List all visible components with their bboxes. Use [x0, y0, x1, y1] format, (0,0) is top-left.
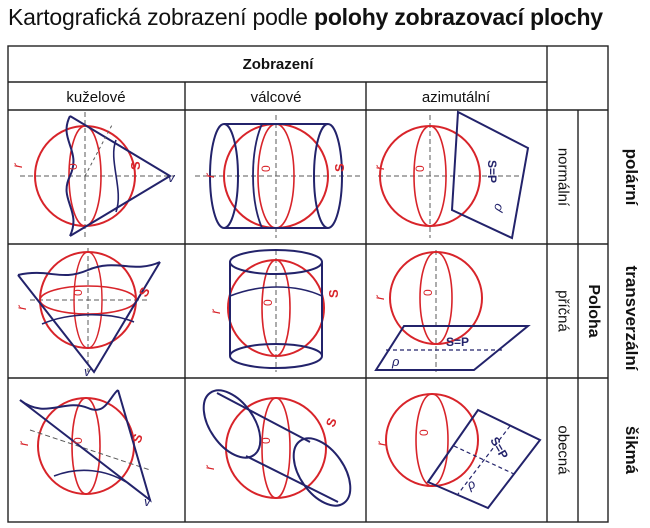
- label-rho: ρ: [391, 354, 400, 369]
- header-zobrazeni: Zobrazení: [243, 56, 315, 73]
- label-r: r: [371, 164, 387, 170]
- row-label-transverse: příčná: [554, 290, 572, 332]
- label-zero: 0: [413, 165, 427, 172]
- conic-oblique-diagram: r 0 S v: [15, 389, 152, 509]
- label-r: r: [9, 162, 25, 168]
- azimuthal-normal-diagram: r 0 S=P ρ: [371, 110, 530, 240]
- azimuthal-oblique-diagram: r 0 S=P ρ: [373, 393, 542, 510]
- label-zero: 0: [71, 289, 85, 296]
- label-zero: 0: [71, 437, 85, 444]
- label-s-eq-p: S=P: [485, 160, 499, 183]
- label-s: S: [332, 163, 347, 172]
- label-r: r: [201, 172, 217, 178]
- label-s: S: [129, 431, 146, 445]
- title-bold: polohy zobrazovací plochy: [313, 4, 603, 30]
- label-r: r: [15, 440, 31, 446]
- row-label-normal: normální: [554, 147, 572, 207]
- label-v: v: [84, 364, 92, 379]
- label-s-eq-p: S=P: [487, 435, 511, 462]
- label-s: S: [323, 415, 340, 429]
- conic-normal-diagram: r 0 S v: [9, 112, 176, 240]
- column-header-cylindrical: válcové: [251, 89, 302, 106]
- conic-transverse-diagram: r 0 S v: [13, 248, 161, 379]
- label-s-eq-p: S=P: [446, 335, 469, 349]
- label-zero: 0: [259, 437, 273, 444]
- outer-label-transverse: transverzální: [622, 265, 641, 371]
- label-v: v: [168, 170, 176, 185]
- label-v: v: [144, 494, 152, 509]
- label-r: r: [13, 304, 29, 310]
- label-r: r: [373, 440, 389, 446]
- label-rho: ρ: [488, 200, 505, 214]
- azimuthal-transverse-diagram: r 0 S=P ρ: [371, 250, 531, 372]
- label-zero: 0: [261, 299, 275, 306]
- page-title: Kartografická zobrazení podle polohy zob…: [8, 4, 603, 31]
- column-header-azimuthal: azimutální: [422, 89, 491, 106]
- label-zero: 0: [421, 289, 435, 296]
- label-s: S: [326, 289, 341, 298]
- label-zero: 0: [66, 163, 80, 170]
- label-r: r: [207, 308, 223, 314]
- label-zero: 0: [259, 165, 273, 172]
- label-s: S: [128, 161, 143, 170]
- column-header-conic: kuželové: [66, 89, 125, 106]
- outer-label-oblique: šikmá: [622, 425, 641, 475]
- row-label-oblique: obecná: [554, 425, 572, 475]
- label-zero: 0: [417, 429, 431, 436]
- table-grid-lines: [7, 45, 609, 523]
- label-r: r: [371, 294, 387, 300]
- cylindrical-oblique-diagram: r 0 S: [201, 389, 352, 507]
- title-prefix: Kartografická zobrazení podle: [8, 4, 314, 30]
- side-label-poloha: Poloha: [585, 284, 602, 338]
- outer-label-polar: polární: [622, 148, 641, 206]
- label-r: r: [201, 464, 217, 470]
- cylindrical-normal-diagram: r 0 S: [195, 115, 360, 238]
- cylindrical-transverse-diagram: r 0 S: [207, 249, 341, 372]
